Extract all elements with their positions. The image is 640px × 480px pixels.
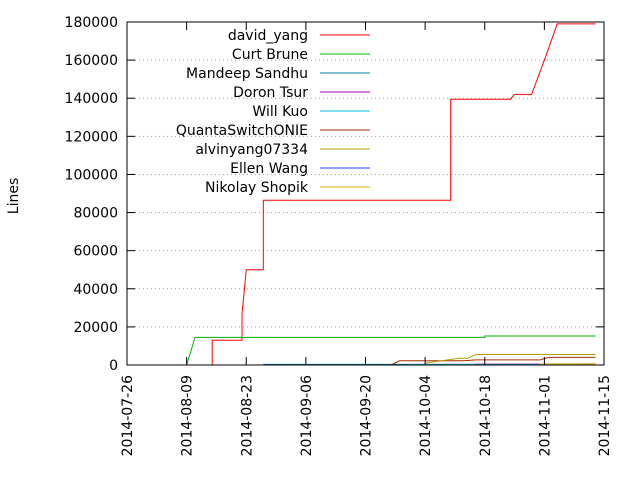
- y-axis-label: Lines: [6, 178, 22, 214]
- series-line: [390, 356, 596, 366]
- y-tick-label: 40000: [73, 282, 118, 298]
- series-line: [211, 23, 596, 365]
- legend-label: Will Kuo: [252, 104, 308, 120]
- legend-label: alvinyang07334: [195, 142, 308, 158]
- legend-label: Doron Tsur: [233, 85, 308, 101]
- x-tick-label: 2014-08-09: [180, 375, 196, 456]
- y-tick-label: 60000: [73, 244, 118, 260]
- legend-label: QuantaSwitchONIE: [176, 123, 308, 139]
- legend-label: Mandeep Sandhu: [186, 66, 308, 82]
- y-tick-label: 120000: [65, 129, 118, 145]
- y-tick-label: 0: [109, 358, 118, 374]
- x-tick-label: 2014-11-01: [537, 375, 553, 456]
- series-line: [425, 354, 596, 364]
- x-tick-label: 2014-10-18: [478, 375, 494, 456]
- x-tick-label: 2014-07-26: [120, 375, 136, 456]
- legend: david_yang Curt Brune Mandeep Sandhu Doron …: [176, 28, 370, 196]
- x-tick-label: 2014-08-23: [239, 375, 255, 456]
- y-tick-label: 140000: [65, 91, 118, 107]
- y-tick-label: 180000: [65, 15, 118, 31]
- plot-border: [126, 21, 605, 366]
- x-tick-label: 2014-09-20: [359, 375, 375, 456]
- legend-label: Curt Brune: [232, 47, 308, 63]
- legend-label: Nikolay Shopik: [205, 180, 309, 196]
- legend-label: Ellen Wang: [230, 161, 308, 177]
- y-tick-label: 100000: [65, 167, 118, 183]
- y-tick-label: 20000: [73, 320, 118, 336]
- x-tick-label: 2014-09-06: [299, 375, 315, 456]
- axes: 0 20000 40000 60000 80000 100000 120000 140000 1…: [65, 15, 613, 456]
- x-tick-label: 2014-10-04: [418, 375, 434, 456]
- x-tick-label: 2014-11-15: [597, 375, 613, 456]
- y-tick-label: 80000: [73, 206, 118, 222]
- series-line: [186, 335, 596, 366]
- y-tick-label: 160000: [65, 53, 118, 69]
- legend-label: david_yang: [228, 28, 308, 44]
